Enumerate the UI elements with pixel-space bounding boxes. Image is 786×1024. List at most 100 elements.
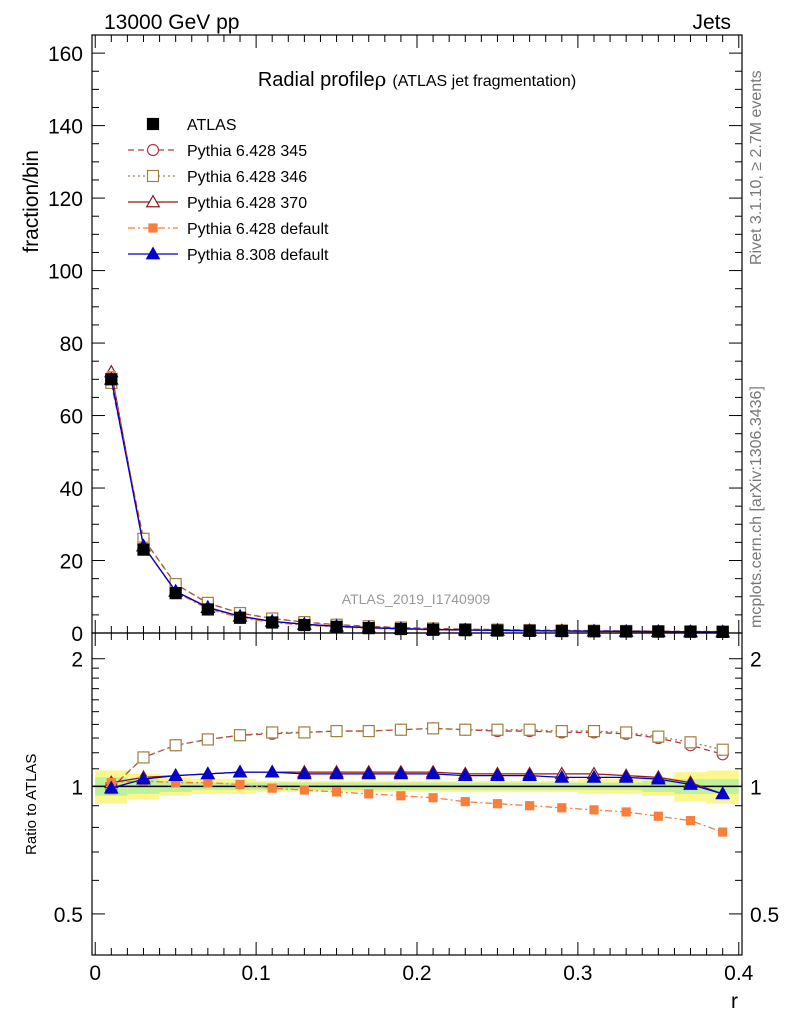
series-5-ratio-point	[168, 768, 184, 781]
x-axis-labels: 0 0.1 0.2 0.3 0.4	[89, 962, 753, 985]
series-2-ratio-point	[684, 736, 697, 749]
ratio-y-tick-label-right: 0.5	[750, 904, 779, 927]
series-5-ratio-point	[200, 766, 216, 780]
series-0-point	[105, 373, 118, 386]
main-y-tick-label: 20	[60, 551, 83, 574]
ratio-y-tick-label: 2	[71, 649, 83, 672]
series-2-ratio-point	[233, 729, 247, 742]
series-5-ratio-point	[522, 768, 537, 781]
main-series	[103, 364, 731, 638]
chart-title-main: Radial profile	[258, 69, 375, 91]
watermark: ATLAS_2019_I1740909	[342, 591, 491, 607]
legend-marker-1	[146, 143, 160, 157]
series-0-point	[330, 620, 343, 633]
series-2-ratio-point	[362, 724, 375, 738]
series-5-ratio-point	[361, 766, 377, 780]
series-2-ratio-point	[201, 733, 214, 746]
ratio-frame	[91, 632, 743, 956]
series-4-ratio-point	[396, 791, 406, 801]
series-4-ratio-point	[589, 805, 599, 815]
series-2-ratio-point	[716, 743, 729, 756]
series-4-ratio-point	[685, 816, 696, 826]
series-0-point	[298, 618, 311, 632]
series-4-ratio-point	[299, 785, 309, 795]
series-4-ratio-point	[267, 783, 277, 793]
legend-marker-5	[145, 246, 161, 260]
series-4-ratio-point	[557, 803, 567, 813]
series-1-line	[110, 382, 723, 633]
ratio-series	[103, 722, 731, 837]
side-label-bottom: mcplots.cern.ch [arXiv:1306.3436]	[748, 386, 765, 628]
series-4-ratio-point	[525, 801, 535, 811]
main-y-tick-label: 60	[60, 406, 83, 429]
series-5-ratio-point	[618, 769, 634, 783]
series-2-ratio-point	[459, 723, 472, 736]
series-5-ratio-point	[425, 766, 441, 780]
series-2-ratio-point	[620, 726, 633, 739]
series-2-ratio-point	[523, 723, 536, 736]
series-2-ratio-point	[169, 739, 182, 752]
side-label-top: Rivet 3.1.10, ≥ 2.7M events	[748, 70, 765, 265]
legend-label-3: Pythia 6.428 370	[187, 195, 307, 212]
series-4-ratio-point	[718, 827, 728, 837]
series-2-ratio-point	[137, 751, 150, 764]
series-0-point	[169, 587, 182, 600]
main-y-tick-label: 140	[48, 116, 83, 139]
main-y-tick-label: 40	[60, 478, 83, 501]
series-4-ratio-point	[653, 811, 663, 821]
series-4-ratio-point	[621, 807, 631, 817]
legend-label-1: Pythia 6.428 345	[187, 143, 307, 160]
main-y-tick-label: 80	[60, 333, 83, 356]
main-panel: 0 20 40 60 80 100 120 140 160 fraction/bin Radia…	[20, 34, 743, 646]
legend-marker-0	[146, 117, 160, 131]
x-tick-label: 0.4	[724, 962, 754, 985]
legend-label-0: ATLAS	[187, 117, 237, 134]
series-4-ratio-point	[460, 797, 470, 807]
ratio-panel: 0.5 0.51 12 2 Ratio to ATLAS 0 0.1 0.2 0.3 0.4 …	[23, 632, 779, 1013]
series-4-ratio-point	[235, 779, 245, 790]
series-5-ratio-point	[490, 768, 505, 781]
series-5-ratio-point	[393, 766, 409, 780]
x-tick-label: 0.2	[402, 962, 431, 985]
series-2-ratio-point	[426, 722, 440, 735]
series-2-ratio-point	[266, 726, 279, 739]
series-4-ratio-point	[364, 789, 374, 799]
series-2-ratio-point	[330, 724, 343, 738]
series-0-point	[137, 543, 150, 556]
series-4-ratio-point	[203, 778, 213, 788]
series-5-ratio-point	[457, 768, 473, 781]
x-tick-label: 0.1	[242, 962, 271, 985]
series-0-point	[362, 622, 375, 635]
series-5-ratio-point	[715, 786, 731, 800]
main-y-label: fraction/bin	[20, 150, 43, 253]
header-right: Jets	[692, 11, 731, 34]
series-5-ratio-point	[136, 771, 151, 785]
main-y-axis: 0 20 40 60 80 100 120 140 160	[48, 43, 742, 646]
series-4-ratio-point	[331, 787, 342, 797]
ratio-y-axis: 0.5 0.5 1 1 2 2	[54, 633, 779, 955]
series-5-ratio-point	[683, 776, 698, 790]
series-0-point	[233, 611, 247, 624]
ratio-y-tick-label-right: 2	[750, 649, 762, 672]
series-5-ratio-point	[232, 764, 248, 778]
series-5-ratio-point	[586, 769, 602, 783]
main-y-tick-label: 120	[48, 188, 83, 211]
legend-label-4: Pythia 6.428 default	[187, 221, 329, 238]
x-tick-label: 0	[89, 962, 101, 985]
series-0-point	[201, 603, 214, 616]
series-5-ratio-point	[650, 771, 666, 785]
series-2-ratio-point	[555, 724, 568, 738]
series-0-point	[266, 616, 279, 629]
main-y-tick-label: 0	[71, 623, 83, 646]
legend-label-5: Pythia 8.308 default	[187, 247, 329, 264]
legend-marker-4	[148, 223, 158, 233]
series-2-ratio-point	[394, 723, 408, 736]
series-5-ratio-point	[329, 766, 344, 780]
series-2-ratio-point	[652, 730, 665, 743]
series-5-ratio-point	[297, 766, 312, 780]
series-5-ratio-point	[264, 764, 280, 778]
series-5-ratio-line	[111, 771, 723, 795]
x-axis-label: r	[731, 990, 738, 1013]
series-2-ratio-point	[491, 723, 504, 736]
